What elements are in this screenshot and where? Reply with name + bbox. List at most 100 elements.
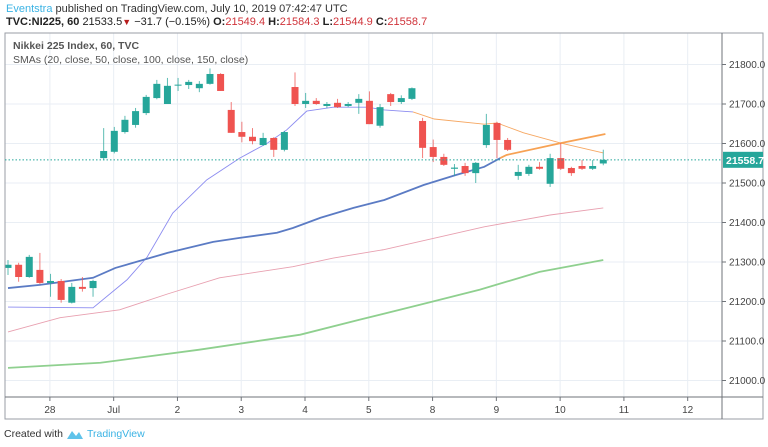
high-label: H: bbox=[268, 16, 280, 28]
y-tick-label: 21000.0 bbox=[729, 376, 766, 387]
candle-up bbox=[546, 158, 554, 184]
candle-down bbox=[270, 137, 278, 150]
chart-frame bbox=[4, 32, 764, 420]
candle-up bbox=[89, 280, 97, 289]
high-value: 21584.3 bbox=[279, 16, 320, 28]
candle-up bbox=[68, 286, 76, 303]
candle-up bbox=[482, 124, 490, 146]
last-price: 21533.5 bbox=[82, 16, 123, 28]
candle-up bbox=[450, 167, 458, 169]
quote-bar: TVC:NI225, 60 21533.5▼ −31.7 (−0.15%) O:… bbox=[6, 16, 427, 28]
chart-subtitle: SMAs (20, close, 50, close, 100, close, … bbox=[13, 54, 249, 66]
candle-up bbox=[163, 85, 171, 104]
candle-down bbox=[248, 136, 256, 142]
candle-up bbox=[153, 83, 161, 99]
candle-up bbox=[323, 104, 331, 106]
x-tick-label: 12 bbox=[682, 405, 694, 416]
candle-down bbox=[578, 166, 586, 169]
candle-up bbox=[100, 151, 108, 159]
candle-up bbox=[132, 111, 140, 125]
candle-down bbox=[291, 87, 299, 104]
candle-down bbox=[419, 120, 427, 148]
last-price-label: 21558.7 bbox=[726, 155, 764, 167]
y-tick-label: 21100.0 bbox=[729, 337, 765, 348]
x-tick-label: 9 bbox=[494, 405, 500, 416]
open-label: O: bbox=[213, 16, 226, 28]
x-tick-label: 2 bbox=[175, 405, 181, 416]
candle-down bbox=[536, 166, 543, 169]
x-tick-label: 4 bbox=[302, 405, 308, 416]
candle-up bbox=[174, 84, 182, 86]
low-value: 21544.9 bbox=[332, 16, 373, 28]
y-tick-label: 21500.0 bbox=[729, 179, 766, 190]
candle-down bbox=[36, 269, 44, 283]
candle-up bbox=[185, 81, 193, 86]
low-label: L: bbox=[322, 16, 333, 28]
candle-up bbox=[280, 132, 288, 150]
candle-down bbox=[429, 147, 437, 157]
open-value: 21549.4 bbox=[225, 16, 266, 28]
candle-down bbox=[312, 100, 320, 104]
close-value: 21558.7 bbox=[387, 16, 428, 28]
candle-up bbox=[4, 264, 12, 268]
candle-up bbox=[376, 107, 384, 126]
candle-down bbox=[334, 102, 342, 108]
x-tick-label: Jul bbox=[107, 405, 120, 416]
y-tick-label: 21600.0 bbox=[729, 139, 766, 150]
last-price-badge bbox=[723, 151, 763, 168]
sma-line bbox=[499, 133, 606, 159]
candle-up bbox=[355, 98, 363, 103]
candle-down bbox=[227, 109, 235, 133]
candle-down bbox=[567, 167, 575, 174]
close-label: C: bbox=[375, 16, 388, 28]
candle-down bbox=[238, 132, 246, 137]
candle-up bbox=[302, 100, 310, 104]
candle-up bbox=[195, 83, 203, 89]
y-tick-label: 21400.0 bbox=[729, 218, 766, 229]
sma-line bbox=[7, 207, 604, 333]
candle-up bbox=[259, 137, 267, 146]
x-tick-label: 11 bbox=[619, 405, 630, 416]
candle-up bbox=[206, 73, 214, 84]
created-with-text: Created with bbox=[4, 428, 63, 440]
x-tick-label: 5 bbox=[366, 405, 372, 416]
y-tick-label: 21700.0 bbox=[729, 100, 766, 111]
candle-up bbox=[121, 119, 129, 133]
candle-up bbox=[25, 256, 33, 278]
x-tick-label: 8 bbox=[430, 405, 436, 416]
candle-down bbox=[440, 156, 448, 165]
candle-up bbox=[344, 104, 352, 106]
candle-down bbox=[78, 286, 86, 289]
x-tick-label: 28 bbox=[44, 405, 56, 416]
sma-line bbox=[7, 106, 414, 309]
chart-title: Nikkei 225 Index, 60, TVC bbox=[13, 40, 140, 52]
tradingview-logo-icon bbox=[66, 431, 83, 439]
candle-down bbox=[504, 139, 512, 150]
candle-down bbox=[57, 280, 65, 300]
candle-up bbox=[525, 166, 533, 174]
candle-up bbox=[589, 166, 597, 169]
y-tick-label: 21200.0 bbox=[729, 297, 766, 308]
tradingview-link[interactable]: TradingView bbox=[86, 428, 145, 440]
candle-up bbox=[472, 162, 480, 174]
candle-up bbox=[514, 171, 522, 176]
candle-up bbox=[397, 98, 405, 103]
y-tick-label: 21300.0 bbox=[729, 258, 766, 269]
publish-info: Eventstra published on TradingView.com, … bbox=[6, 3, 348, 15]
candle-up bbox=[142, 96, 150, 114]
sma-line bbox=[7, 259, 604, 369]
change: −31.7 (−0.15%) bbox=[134, 16, 211, 28]
candle-down bbox=[217, 73, 225, 91]
sma-line bbox=[7, 157, 501, 289]
candle-down bbox=[15, 264, 23, 278]
candle-down bbox=[461, 166, 469, 174]
footer: Created with TradingView bbox=[4, 428, 145, 440]
chart-legend: Nikkei 225 Index, 60, TVC SMAs (20, clos… bbox=[13, 39, 248, 67]
candle-up bbox=[47, 280, 55, 283]
candle-up bbox=[408, 88, 416, 99]
symbol: TVC:NI225, 60 bbox=[6, 16, 80, 28]
candle-down bbox=[387, 94, 395, 103]
y-tick-label: 21800.0 bbox=[729, 60, 766, 71]
author-link[interactable]: Eventstra bbox=[6, 3, 53, 15]
